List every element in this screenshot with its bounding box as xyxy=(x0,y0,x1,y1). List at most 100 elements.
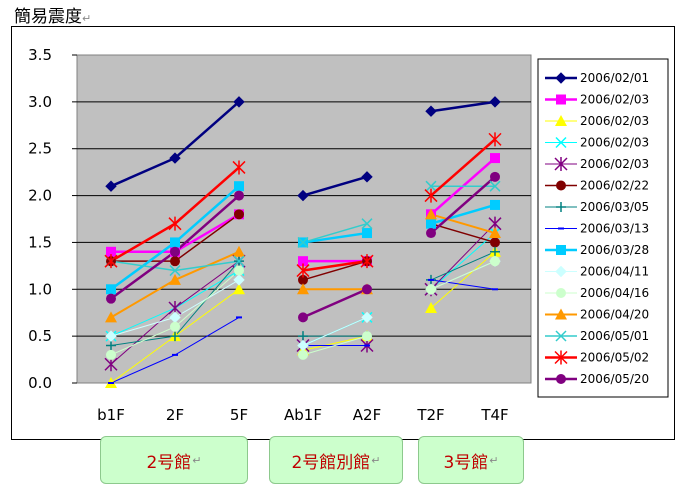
legend-swatch-marker xyxy=(555,265,567,278)
legend-entry-label: 2006/02/03 xyxy=(580,157,649,171)
data-point xyxy=(104,254,118,269)
series-line xyxy=(302,316,368,346)
x-tick-label: Ab1F xyxy=(284,406,322,424)
legend-entry-label: 2006/04/20 xyxy=(580,308,649,322)
legend-swatch-marker xyxy=(555,308,567,320)
y-tick-label: 0.0 xyxy=(28,374,52,392)
x-tick-label: b1F xyxy=(97,406,125,424)
legend-entry-label: 2006/03/28 xyxy=(580,243,649,257)
data-point xyxy=(105,180,117,192)
data-point xyxy=(362,228,372,239)
return-mark: ↵ xyxy=(82,12,92,25)
series-line xyxy=(302,175,368,197)
series-line xyxy=(430,251,496,281)
series-line xyxy=(430,222,496,244)
data-point xyxy=(426,218,436,229)
data-point xyxy=(361,311,373,324)
data-point xyxy=(106,246,116,257)
y-tick-label: 2.5 xyxy=(28,140,52,158)
data-point xyxy=(298,274,308,285)
data-point xyxy=(489,180,501,192)
x-tick-label: A2F xyxy=(353,406,381,424)
data-point xyxy=(425,180,437,192)
y-tick-label: 1.0 xyxy=(28,280,52,298)
chart-title-text: 簡易震度 xyxy=(14,7,82,27)
data-point xyxy=(426,228,436,239)
legend-entry-label: 2006/04/16 xyxy=(580,286,649,300)
data-point xyxy=(170,321,180,332)
series-line xyxy=(430,260,496,290)
series-markers xyxy=(104,96,502,388)
data-point xyxy=(360,254,374,269)
y-tick-label: 2.0 xyxy=(28,187,52,205)
data-point xyxy=(233,245,245,257)
data-point xyxy=(426,284,436,295)
y-tick-label: 3.0 xyxy=(28,93,52,111)
chart-title: 簡易震度↵ xyxy=(14,2,91,27)
legend-entry-label: 2006/05/01 xyxy=(580,329,649,343)
data-point xyxy=(425,105,437,117)
data-point xyxy=(106,293,116,304)
legend-entry-label: 2006/03/05 xyxy=(580,200,649,214)
legend-swatch-marker xyxy=(556,374,566,384)
legend-swatch-marker xyxy=(556,202,566,212)
group-label-text: 2号館 xyxy=(146,452,192,473)
data-point xyxy=(232,160,246,175)
legend-entry-label: 2006/02/22 xyxy=(580,179,649,193)
data-point xyxy=(233,283,245,295)
data-point xyxy=(169,273,181,285)
series-line xyxy=(430,279,496,290)
x-tick-label: T4F xyxy=(480,406,508,424)
data-point xyxy=(490,237,500,248)
data-point xyxy=(106,284,116,295)
data-point xyxy=(425,208,437,220)
series-line xyxy=(302,335,368,356)
data-point xyxy=(233,96,245,108)
data-point xyxy=(234,265,244,276)
data-point xyxy=(170,256,180,267)
legend-swatch-marker xyxy=(555,136,567,149)
data-point xyxy=(490,153,500,164)
group-label-building-2-annex: 2号館別館 ↵ xyxy=(269,436,403,484)
series-line xyxy=(302,335,368,351)
group-label-building-3: 3号館 ↵ xyxy=(418,436,524,484)
legend-swatch-marker xyxy=(555,330,567,342)
data-point xyxy=(105,330,117,342)
x-tick-label: T2F xyxy=(416,406,444,424)
plot-area xyxy=(76,54,532,384)
series-line xyxy=(302,260,368,281)
series-line xyxy=(302,288,368,319)
data-point xyxy=(234,181,244,192)
data-point xyxy=(488,132,502,147)
data-point xyxy=(169,265,181,277)
data-point xyxy=(169,152,181,164)
y-axis-ticks: 0.0 0.5 1.0 1.5 2.0 2.5 3.0 3.5 xyxy=(28,46,77,392)
legend-swatch-marker xyxy=(556,94,566,105)
legend-entry-label: 2006/02/01 xyxy=(580,71,649,85)
data-point xyxy=(424,188,438,203)
return-mark: ↵ xyxy=(489,453,499,467)
data-point xyxy=(298,331,308,342)
data-point xyxy=(234,209,244,220)
data-point xyxy=(489,96,501,108)
data-point xyxy=(297,189,309,202)
data-point xyxy=(362,284,372,295)
series-line xyxy=(430,175,496,234)
series-line xyxy=(430,213,496,235)
group-label-text: 2号館別館 xyxy=(291,452,371,473)
data-point xyxy=(297,236,309,248)
legend-entry-label: 2006/02/03 xyxy=(580,136,649,150)
data-point xyxy=(106,340,116,351)
x-axis-ticks: b1F 2F 5F Ab1F A2F T2F T4F xyxy=(97,406,509,424)
legend-swatch-marker xyxy=(555,72,567,84)
data-point xyxy=(233,255,245,267)
legend-swatch-marker xyxy=(556,245,566,255)
data-point xyxy=(170,331,180,342)
legend-swatch-marker xyxy=(554,157,568,171)
series-line xyxy=(430,138,496,197)
legend-swatch-marker xyxy=(555,115,567,126)
legend-entry-label: 2006/05/20 xyxy=(580,372,649,386)
legend-swatch-marker xyxy=(556,180,566,191)
data-point xyxy=(361,171,373,183)
